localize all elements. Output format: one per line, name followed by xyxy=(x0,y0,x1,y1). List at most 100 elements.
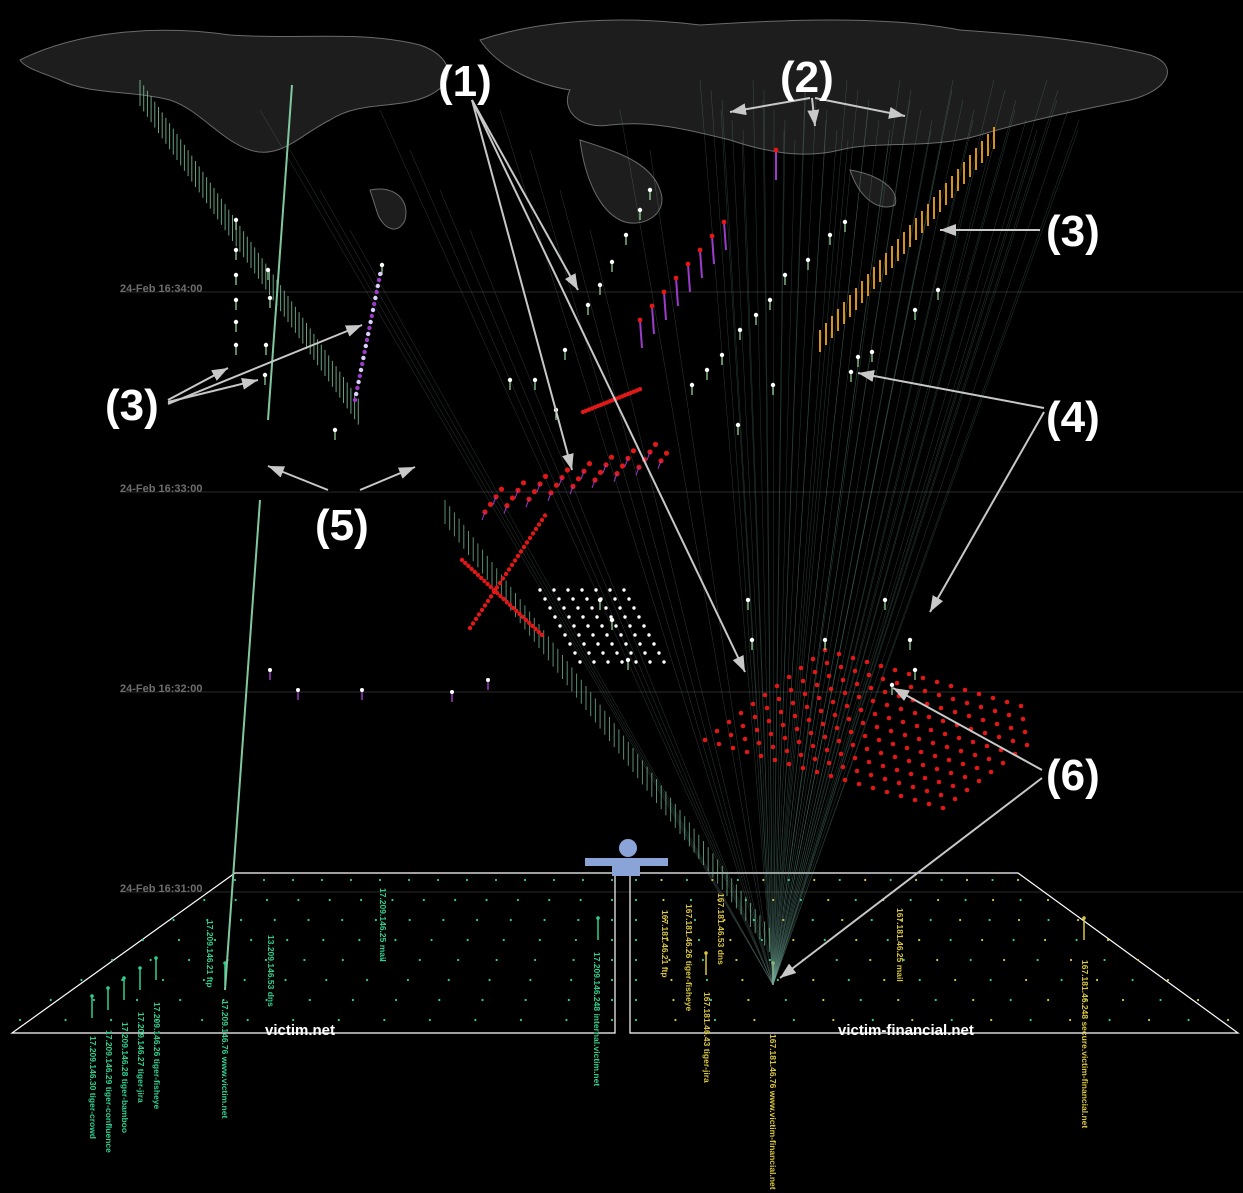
host-dot xyxy=(155,1018,158,1022)
attack-stem xyxy=(569,486,574,495)
probe-point xyxy=(600,624,604,628)
host-dot xyxy=(869,958,872,962)
host-dot xyxy=(565,1018,568,1022)
host-dot xyxy=(239,918,243,922)
probe-point xyxy=(233,342,239,348)
attack-point xyxy=(892,667,898,673)
attack-stem xyxy=(613,473,618,482)
attack-point xyxy=(868,772,874,778)
host-dot xyxy=(915,878,918,882)
host-dot xyxy=(438,998,441,1002)
attack-point xyxy=(586,461,593,467)
attack-point xyxy=(542,473,549,479)
attack-point xyxy=(814,682,820,688)
attack-point xyxy=(1022,729,1028,735)
attack-point xyxy=(936,692,942,698)
host-dot xyxy=(772,898,775,902)
connection-line xyxy=(772,119,974,986)
connection-line xyxy=(772,139,890,986)
probe-point xyxy=(532,377,538,383)
connection-line xyxy=(772,109,922,986)
host-dot xyxy=(634,958,638,962)
connection-line xyxy=(772,79,954,986)
host-dot xyxy=(822,998,825,1002)
host-dot xyxy=(524,998,527,1002)
host-dot xyxy=(812,978,815,982)
host-dot xyxy=(666,938,669,942)
host-dot xyxy=(374,918,378,922)
attack-point xyxy=(910,784,916,790)
event-bar xyxy=(711,235,715,265)
probe-point xyxy=(601,651,605,655)
connection-line xyxy=(772,129,1079,986)
attack-point xyxy=(476,612,482,617)
attack-point xyxy=(970,739,976,745)
attack-point xyxy=(920,762,926,768)
probe-point xyxy=(770,382,776,388)
attack-point xyxy=(506,567,512,572)
host-pin-head xyxy=(154,956,158,960)
probe-point xyxy=(632,606,636,610)
host-dot xyxy=(533,958,537,962)
connection-line xyxy=(772,89,1059,986)
host-dot xyxy=(1016,878,1020,882)
attack-point xyxy=(902,732,908,738)
attack-point xyxy=(1010,738,1016,744)
connection-line xyxy=(409,149,774,986)
host-dot xyxy=(442,918,445,922)
probe-point xyxy=(580,588,584,592)
attack-stem xyxy=(503,505,508,514)
probe-point xyxy=(634,660,638,664)
host-dot xyxy=(519,1018,523,1022)
probe-point xyxy=(627,597,631,601)
host-dot xyxy=(509,918,512,922)
attack-point xyxy=(986,756,992,762)
probe-point xyxy=(912,307,918,313)
attack-point xyxy=(485,581,490,587)
attack-point xyxy=(482,603,488,608)
host-dot xyxy=(693,918,697,922)
host-dot xyxy=(634,918,638,922)
probe-point xyxy=(647,187,653,193)
connection-line xyxy=(772,139,943,986)
host-grid-dots xyxy=(18,878,1230,1022)
host-dot xyxy=(792,938,795,942)
purple-point xyxy=(375,283,380,289)
attack-point xyxy=(637,387,643,392)
attack-point xyxy=(802,691,808,697)
attack-point xyxy=(896,780,902,786)
callout-label: (3) xyxy=(105,381,159,430)
host-dot xyxy=(1136,958,1140,962)
attack-point xyxy=(511,605,516,611)
host-dot xyxy=(782,918,785,922)
probe-point xyxy=(233,297,239,303)
connection-line xyxy=(772,129,838,986)
host-dot xyxy=(581,878,585,882)
host-pin-head xyxy=(596,916,600,920)
attack-point xyxy=(812,669,818,675)
probe-point xyxy=(262,372,268,378)
host-label: 17.209.146.29 tiger-confluence xyxy=(104,1030,114,1153)
attack-point xyxy=(880,763,886,769)
attack-point xyxy=(790,700,796,706)
host-dot xyxy=(457,958,460,962)
host-dot xyxy=(481,998,484,1002)
probe-point xyxy=(848,369,854,375)
attack-point xyxy=(792,713,798,719)
host-dot xyxy=(233,878,237,882)
attack-point xyxy=(730,745,736,751)
attack-point xyxy=(914,723,920,729)
host-dot xyxy=(149,958,152,962)
attack-point xyxy=(834,725,840,731)
host-labels-left: 17.209.146.30 tiger-crowd 17.209.146.29 … xyxy=(88,888,602,1153)
host-dot xyxy=(674,1018,677,1022)
probe-point xyxy=(586,624,590,628)
host-dot xyxy=(902,958,905,962)
host-dot xyxy=(1147,1018,1151,1022)
connection-line xyxy=(721,99,774,986)
attack-point xyxy=(992,708,998,714)
attack-point xyxy=(866,759,872,765)
host-dot xyxy=(454,898,457,902)
attack-point xyxy=(649,303,655,309)
